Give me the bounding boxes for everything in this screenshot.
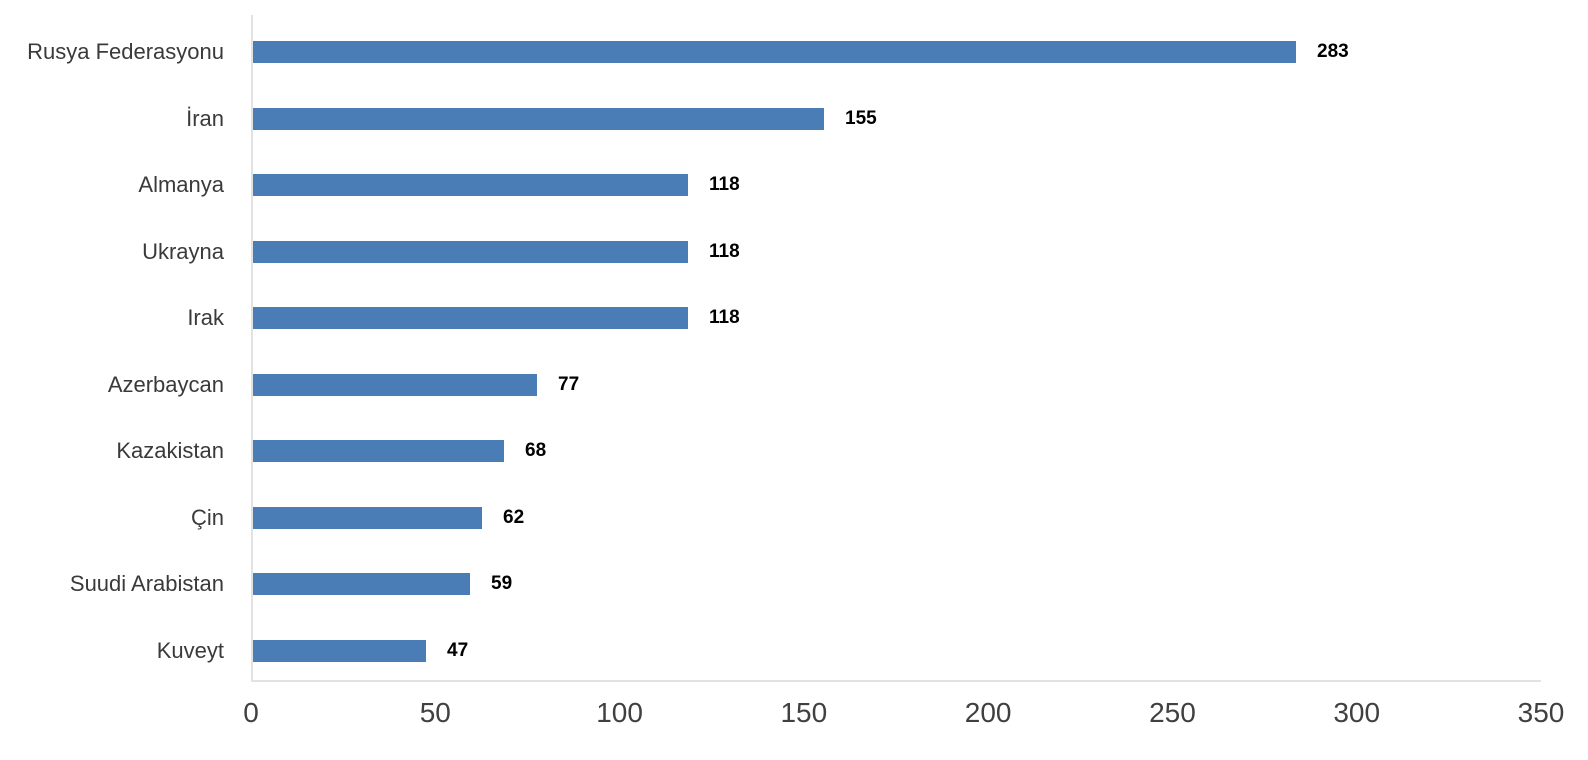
- bar: [253, 174, 688, 197]
- value-label: 62: [503, 506, 525, 528]
- category-label: Ukrayna: [142, 238, 224, 264]
- value-label: 118: [709, 240, 740, 262]
- x-tick-label: 100: [596, 697, 643, 728]
- category-label: Irak: [187, 305, 224, 330]
- bar: [253, 440, 504, 463]
- bar: [253, 240, 688, 263]
- category-label: Kuveyt: [156, 637, 224, 663]
- x-tick-label: 250: [1149, 697, 1196, 728]
- bar-row: 118: [253, 285, 1541, 352]
- bar: [253, 506, 482, 529]
- x-tick-label: 150: [780, 697, 828, 728]
- x-tick-label: 350: [1517, 697, 1565, 728]
- bar-row: 118: [253, 152, 1541, 219]
- bar-row: 62: [253, 485, 1541, 552]
- bar-row: 118: [253, 219, 1541, 286]
- category-label: Rusya Federasyonu: [27, 39, 224, 64]
- value-label: 283: [1317, 41, 1349, 63]
- category-label: Azerbaycan: [107, 371, 224, 397]
- category-label: Çin: [190, 504, 224, 530]
- bar: [253, 639, 426, 662]
- bar: [253, 307, 688, 330]
- value-label: 59: [491, 573, 513, 595]
- category-label: Almanya: [138, 172, 224, 197]
- bar-row: 155: [253, 86, 1541, 153]
- value-label: 77: [558, 373, 580, 395]
- bar-row: 47: [253, 618, 1541, 685]
- category-label: Suudi Arabistan: [69, 571, 224, 596]
- value-label: 118: [709, 307, 740, 329]
- bar: [253, 41, 1296, 64]
- bar-row: 283: [253, 19, 1541, 86]
- plot-area: 283 155 118 118 118 77 68 62 59 47: [251, 15, 1541, 682]
- value-label: 118: [709, 174, 740, 196]
- bar-row: 77: [253, 352, 1541, 419]
- value-label: 68: [525, 440, 547, 462]
- category-label: Kazakistan: [116, 438, 224, 463]
- x-tick-label: 300: [1333, 697, 1381, 728]
- category-label: İran: [186, 105, 224, 131]
- x-tick-label: 200: [964, 697, 1012, 728]
- value-label: 47: [447, 639, 469, 661]
- bar: [253, 373, 537, 396]
- value-label: 155: [845, 107, 877, 129]
- x-tick-label: 50: [419, 697, 451, 728]
- bar-row: 59: [253, 551, 1541, 618]
- bar-row: 68: [253, 418, 1541, 485]
- x-tick-label: 0: [243, 697, 259, 728]
- bar: [253, 107, 824, 130]
- bar: [253, 573, 470, 596]
